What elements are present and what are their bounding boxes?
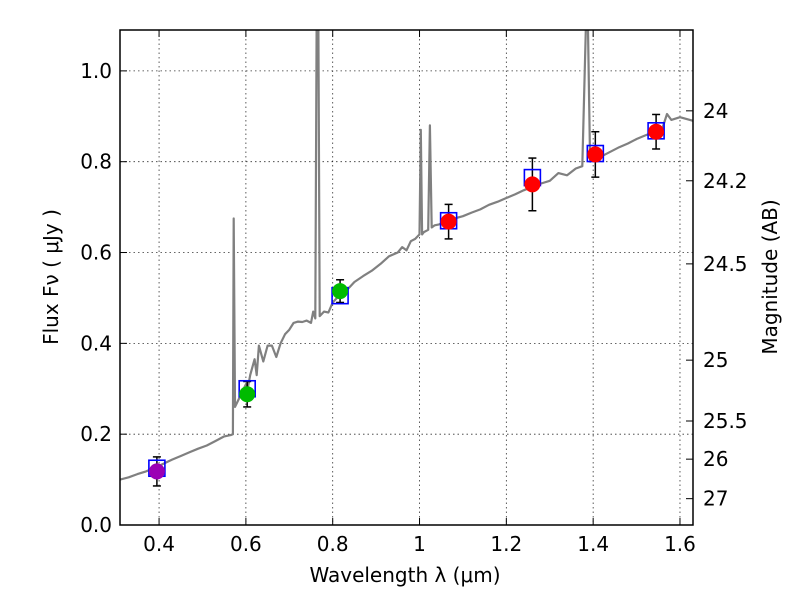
magnitude-axis: 24 24.2 24.5 25 25.5 26 27 (686, 99, 748, 511)
magnitude-tick-label: 24 (703, 99, 728, 123)
grid-lines (120, 30, 693, 526)
x-axis: 0.4 0.6 0.8 1 1.2 1.4 1.6 (143, 30, 696, 556)
x-tick-label: 0.8 (317, 532, 349, 556)
y-tick-label: 0.8 (80, 150, 112, 174)
observed-point (648, 123, 665, 140)
magnitude-tick-label: 25 (703, 348, 728, 372)
model-photometry (148, 122, 665, 478)
y-tick-label: 0.6 (80, 241, 112, 265)
y-tick-label: 0.4 (80, 331, 112, 355)
y-tick-label: 0.2 (80, 422, 112, 446)
magnitude-tick-label: 26 (703, 447, 728, 471)
error-bars (152, 113, 661, 487)
spectrum-line (120, 30, 693, 481)
magnitude-tick-label: 24.2 (703, 169, 748, 193)
x-tick-label: 1.6 (664, 532, 696, 556)
observed-point (587, 146, 604, 163)
observed-photometry (148, 123, 665, 480)
magnitude-tick-label: 24.5 (703, 252, 748, 276)
y-tick-label: 0.0 (80, 513, 112, 537)
x-tick-label: 0.4 (143, 532, 175, 556)
observed-point (524, 176, 541, 193)
magnitude-tick-label: 27 (703, 487, 728, 511)
plot-frame (119, 29, 694, 526)
observed-point (239, 386, 256, 403)
model-spectrum (120, 30, 693, 481)
magnitude-axis-label: Magnitude (AB) (758, 199, 782, 354)
observed-point (332, 283, 349, 300)
y-tick-label: 1.0 (80, 59, 112, 83)
observed-point (440, 213, 457, 230)
y-axis-label: Flux Fν ( μJy ) (39, 209, 63, 345)
observed-point (148, 463, 165, 480)
magnitude-tick-label: 25.5 (703, 409, 748, 433)
y-axis: 0.0 0.2 0.4 0.6 0.8 1.0 (80, 59, 127, 537)
x-tick-label: 1.4 (577, 532, 609, 556)
x-tick-label: 0.6 (230, 532, 262, 556)
x-axis-label: Wavelength λ (μm) (309, 563, 500, 587)
x-tick-label: 1 (413, 532, 426, 556)
x-tick-label: 1.2 (490, 532, 522, 556)
